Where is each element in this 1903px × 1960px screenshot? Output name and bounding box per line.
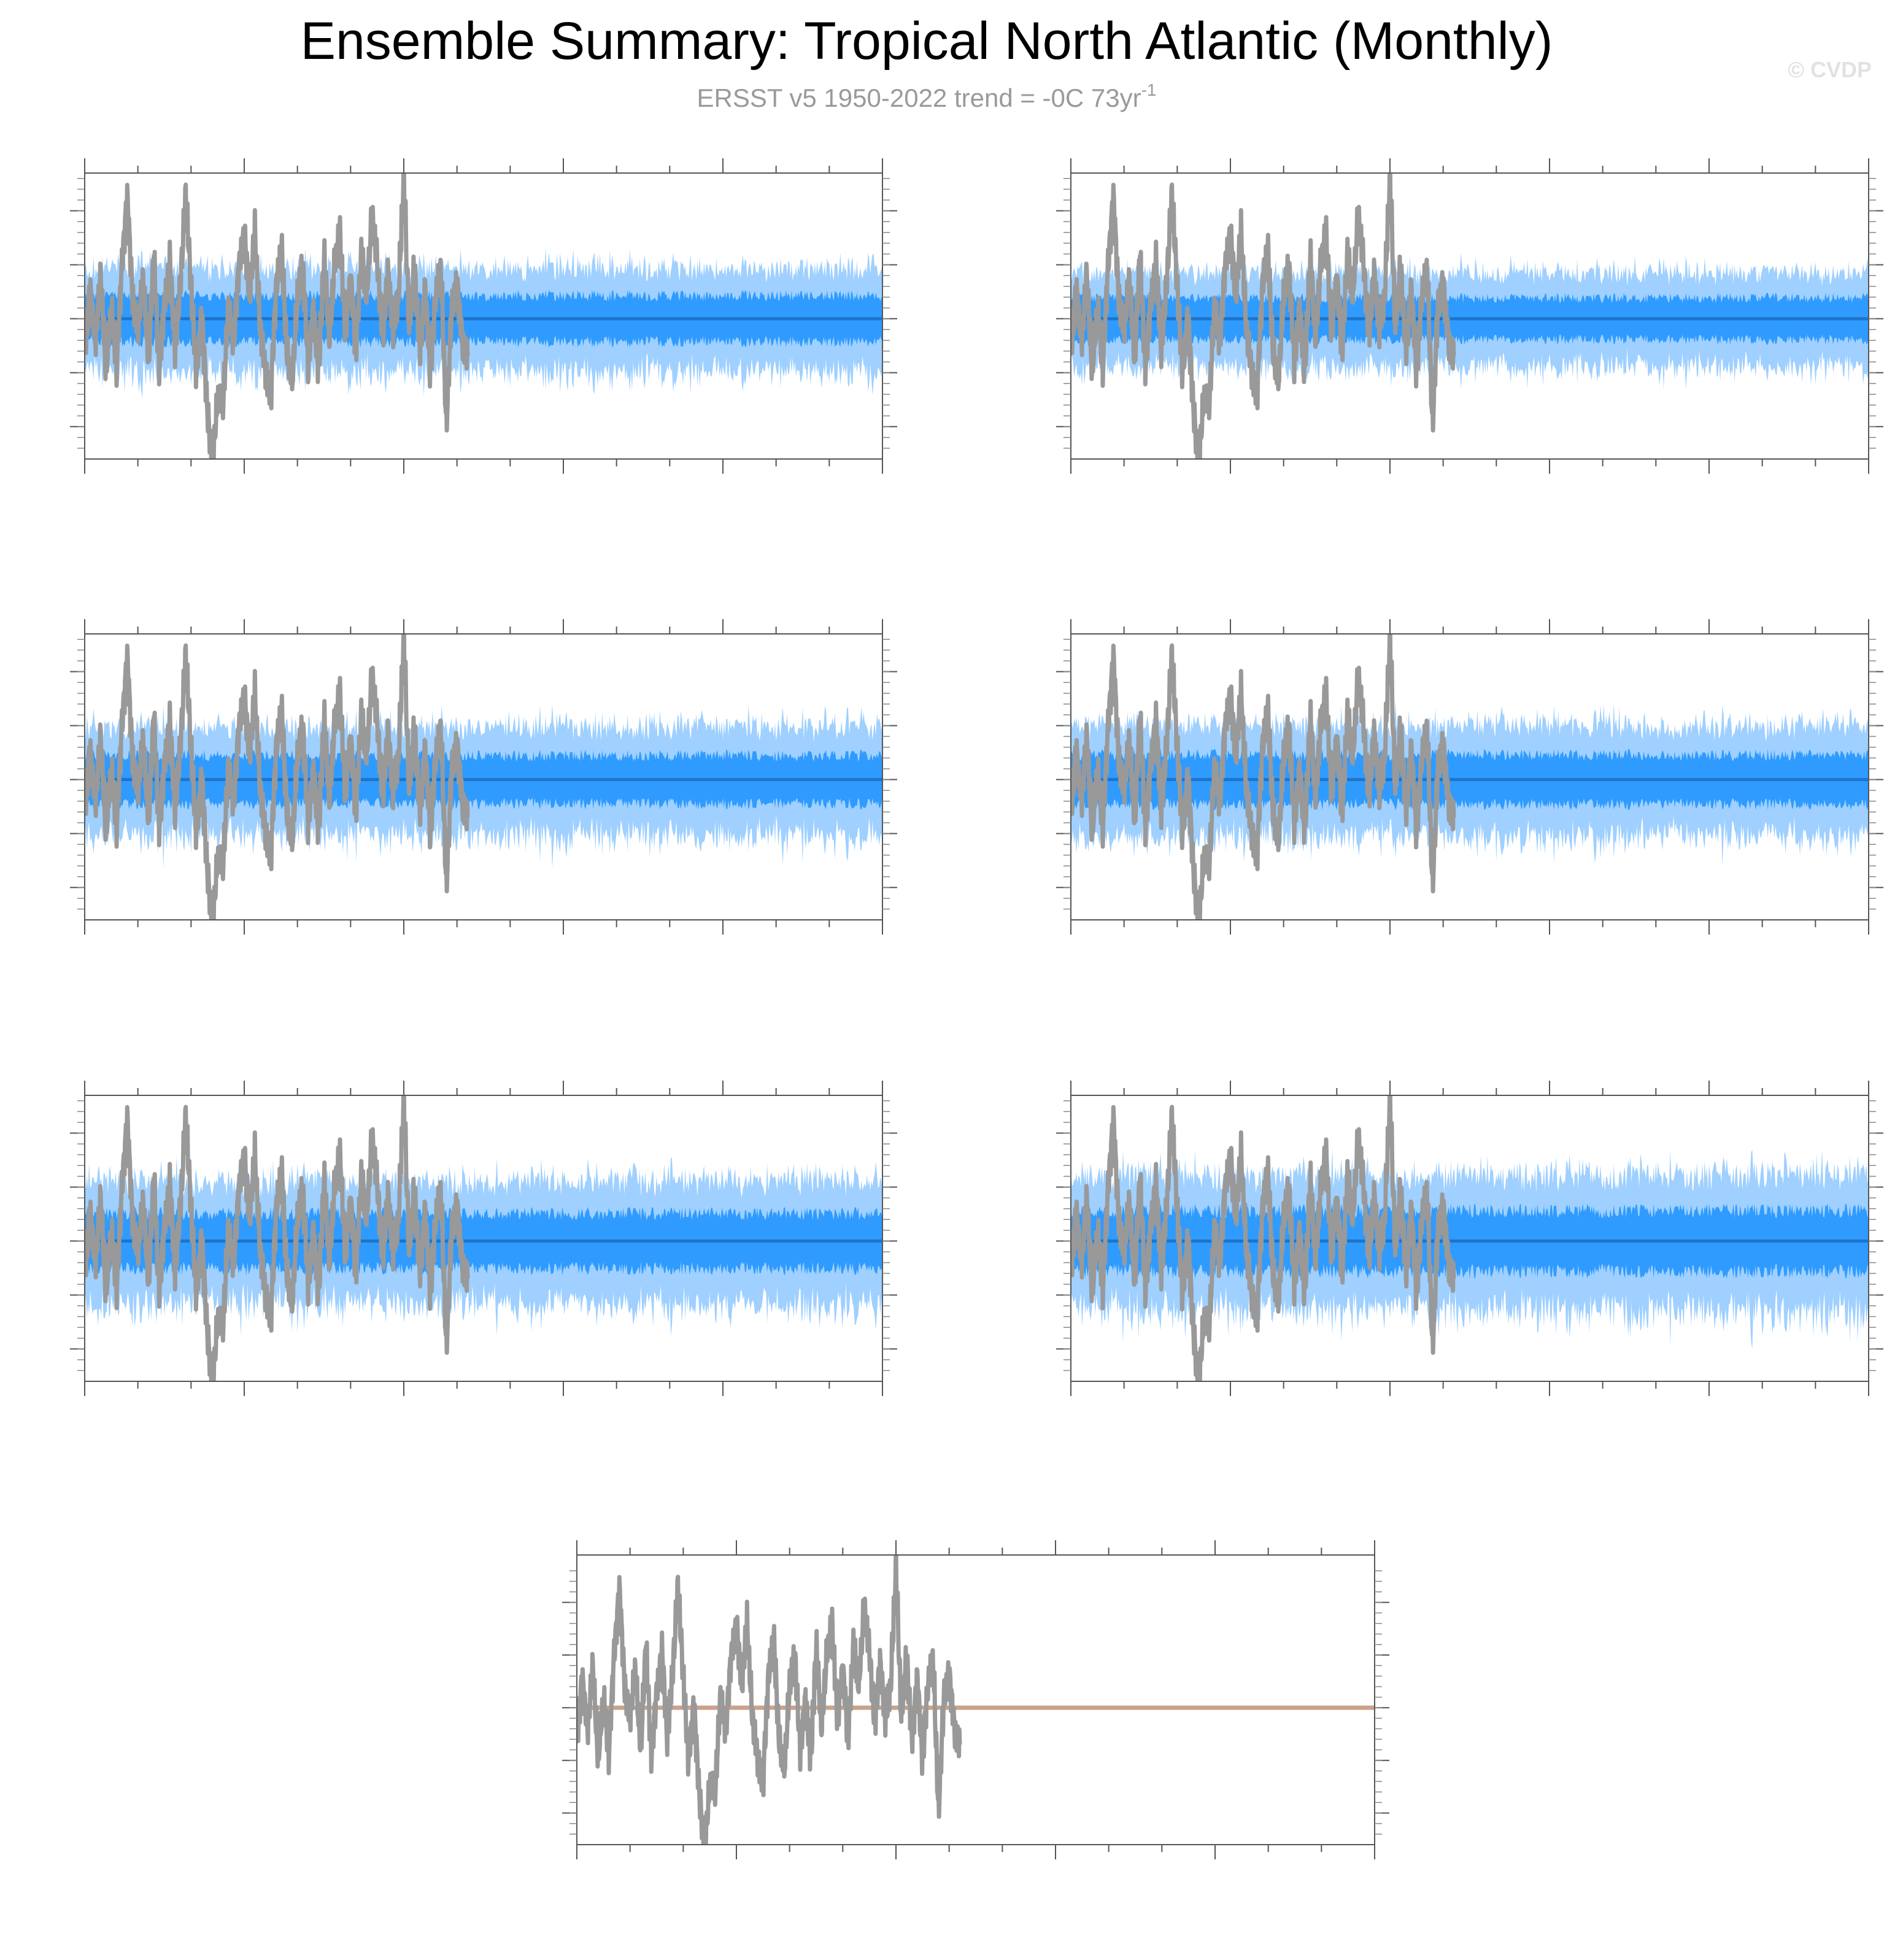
plot-area	[1071, 1095, 1869, 1381]
figure-subtitle-sup: -1	[1141, 80, 1157, 99]
observed-series-line	[85, 1095, 470, 1381]
figure-subtitle-main: ERSST v5 1950-2022 trend = -0C 73yr	[697, 83, 1141, 112]
plot-area	[1071, 634, 1869, 920]
panel-6	[562, 1540, 1389, 1859]
panel-3	[1056, 619, 1883, 935]
plot-frame	[576, 1554, 1375, 1845]
plot-area	[85, 173, 882, 459]
plot-frame	[84, 172, 883, 460]
plot-frame	[84, 1095, 883, 1382]
plot-frame	[1070, 172, 1869, 460]
figure-title: Ensemble Summary: Tropical North Atlanti…	[301, 12, 1553, 71]
watermark: © CVDP	[1788, 57, 1872, 82]
plot-area	[85, 634, 882, 920]
figure-subtitle: ERSST v5 1950-2022 trend = -0C 73yr-1	[697, 80, 1156, 112]
observed-series-line	[1071, 1095, 1456, 1381]
panel-2	[70, 619, 897, 935]
panel-4	[70, 1081, 897, 1396]
panel-1	[1056, 158, 1883, 474]
plot-area	[577, 1555, 1375, 1845]
plot-frame	[84, 633, 883, 920]
observed-series-line	[85, 173, 470, 459]
plot-area	[85, 1095, 882, 1381]
plot-frame	[1070, 1095, 1869, 1382]
observed-series-line	[85, 634, 470, 920]
panels	[70, 158, 1883, 1859]
observed-series-line	[1071, 634, 1456, 920]
plot-frame	[1070, 633, 1869, 920]
observed-series-line	[577, 1555, 962, 1845]
panel-0	[70, 158, 897, 474]
observed-series-line	[1071, 173, 1456, 459]
panel-5	[1056, 1081, 1883, 1396]
plot-area	[1071, 173, 1869, 459]
